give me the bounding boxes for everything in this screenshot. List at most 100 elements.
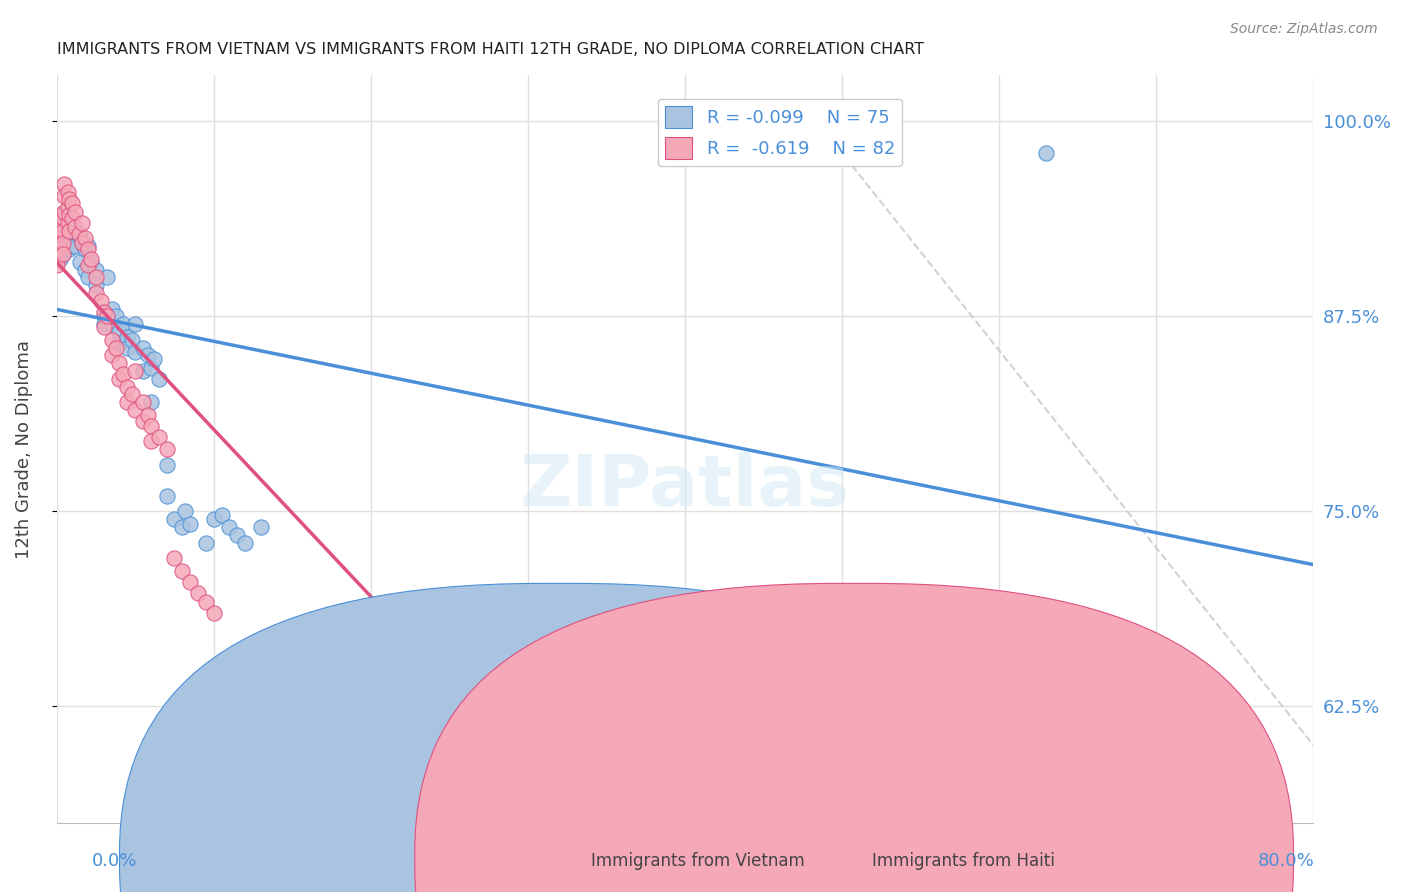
Point <box>48 243 70 257</box>
Text: Source: ZipAtlas.com: Source: ZipAtlas.com <box>1230 22 1378 37</box>
Text: Immigrants from Haiti: Immigrants from Haiti <box>872 852 1054 870</box>
Point <box>143 351 166 366</box>
Point <box>77 239 100 253</box>
Point <box>117 329 139 343</box>
Point <box>1035 145 1057 160</box>
Point <box>52 211 75 226</box>
Point <box>93 317 115 331</box>
Point <box>100 301 122 316</box>
Legend: R = -0.099    N = 75, R =  -0.619    N = 82: R = -0.099 N = 75, R = -0.619 N = 82 <box>658 99 903 166</box>
Point <box>595 770 617 784</box>
Point <box>45 239 67 253</box>
Point <box>65 224 87 238</box>
Point <box>69 255 91 269</box>
Point <box>45 245 67 260</box>
Point <box>90 293 112 308</box>
Point <box>124 317 146 331</box>
Point <box>56 239 79 253</box>
Point <box>155 458 177 472</box>
Point <box>48 231 70 245</box>
Point <box>84 285 107 300</box>
Point <box>45 252 67 266</box>
Point <box>100 333 122 347</box>
Point <box>48 220 70 235</box>
Point <box>53 227 76 241</box>
Point <box>100 317 122 331</box>
Point <box>108 335 131 350</box>
Point <box>58 208 80 222</box>
Point <box>233 535 256 549</box>
Point <box>643 847 665 862</box>
Point <box>58 227 80 241</box>
Point <box>77 243 100 257</box>
Point <box>45 239 67 253</box>
Point <box>148 429 170 443</box>
Point <box>56 200 79 214</box>
Text: ZIPatlas: ZIPatlas <box>520 452 851 521</box>
Point <box>67 227 90 241</box>
Point <box>148 372 170 386</box>
Point <box>45 227 67 241</box>
Point <box>108 325 131 339</box>
Point <box>45 216 67 230</box>
Point <box>218 520 240 534</box>
Point <box>73 243 96 257</box>
Point <box>121 387 143 401</box>
Point <box>211 508 233 522</box>
Point <box>60 195 83 210</box>
Point <box>84 278 107 293</box>
Point <box>56 231 79 245</box>
Point <box>48 227 70 241</box>
Point <box>172 520 194 534</box>
Point <box>48 236 70 251</box>
Point <box>70 216 93 230</box>
Point <box>172 564 194 578</box>
Text: 0.0%: 0.0% <box>91 852 136 870</box>
Point <box>124 364 146 378</box>
Point <box>132 364 155 378</box>
Point <box>60 231 83 245</box>
Point <box>179 516 201 531</box>
Point <box>179 574 201 589</box>
Point <box>111 367 134 381</box>
Point <box>58 193 80 207</box>
Point <box>52 247 75 261</box>
Point <box>60 239 83 253</box>
Point <box>226 528 249 542</box>
Point <box>93 310 115 324</box>
Point <box>93 304 115 318</box>
Point <box>52 224 75 238</box>
Point <box>155 489 177 503</box>
Point <box>65 205 87 219</box>
Point <box>643 863 665 878</box>
Point <box>56 216 79 230</box>
Text: IMMIGRANTS FROM VIETNAM VS IMMIGRANTS FROM HAITI 12TH GRADE, NO DIPLOMA CORRELAT: IMMIGRANTS FROM VIETNAM VS IMMIGRANTS FR… <box>56 42 924 57</box>
Point <box>58 243 80 257</box>
Point <box>111 317 134 331</box>
Point <box>108 356 131 370</box>
Point <box>80 255 103 269</box>
Point <box>84 270 107 285</box>
Point <box>77 258 100 272</box>
Point <box>117 379 139 393</box>
Point <box>70 236 93 251</box>
Point <box>45 224 67 238</box>
Point <box>136 348 159 362</box>
Point <box>194 535 217 549</box>
Point <box>52 231 75 245</box>
Point <box>163 551 186 566</box>
Point <box>132 341 155 355</box>
Point <box>52 236 75 251</box>
Point <box>45 216 67 230</box>
Y-axis label: 12th Grade, No Diploma: 12th Grade, No Diploma <box>15 340 32 558</box>
Point <box>105 310 128 324</box>
Point <box>124 345 146 359</box>
Point <box>100 348 122 362</box>
Point <box>52 239 75 253</box>
Point <box>155 442 177 456</box>
Point <box>45 231 67 245</box>
Point <box>96 310 118 324</box>
Text: 80.0%: 80.0% <box>1258 852 1315 870</box>
Point <box>117 341 139 355</box>
Point <box>132 395 155 409</box>
